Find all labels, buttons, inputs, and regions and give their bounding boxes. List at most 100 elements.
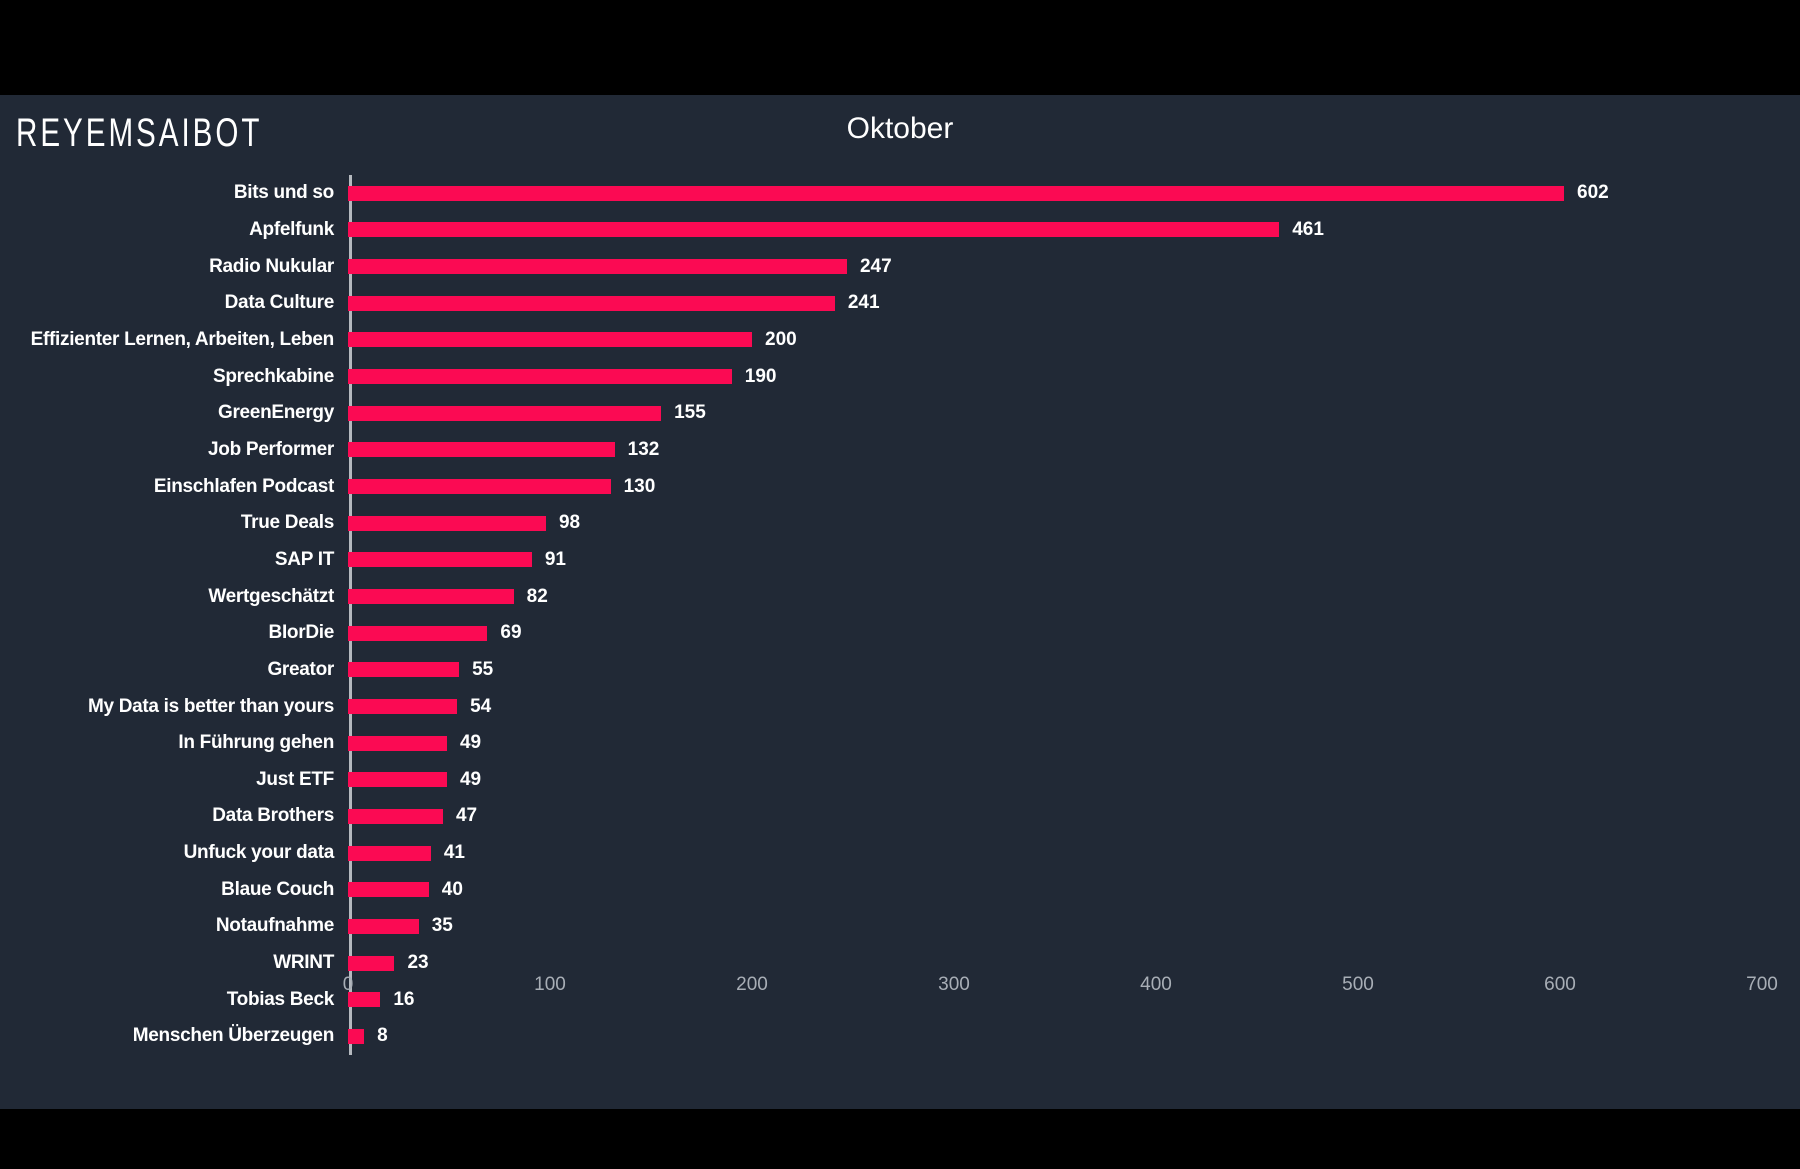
bar-row: Apfelfunk 461 [0,212,1800,249]
value-label: 49 [459,732,482,754]
bar[interactable] [348,259,847,275]
bar-track: 602 [348,182,1762,204]
bar-row: Wertgeschätzt 82 [0,578,1800,615]
x-tick-label: 100 [534,974,566,995]
bar[interactable] [348,1028,365,1044]
x-tick-label: 500 [1342,974,1374,995]
bar-track: 23 [348,952,1762,974]
value-label: 130 [623,475,656,497]
bar-row: In Führung gehen 49 [0,725,1800,762]
value-label: 8 [377,1025,388,1047]
bar-row: Blaue Couch 40 [0,871,1800,908]
bar-row: Greator 55 [0,652,1800,689]
value-label: 200 [765,328,797,350]
bar[interactable] [348,735,447,751]
bar-row: My Data is better than yours 54 [0,688,1800,725]
bar-row: Menschen Überzeugen 8 [0,1018,1800,1055]
category-label: Blaue Couch [221,878,334,900]
bar[interactable] [348,845,431,861]
bar[interactable] [348,918,419,934]
category-label: Notaufnahme [215,915,334,937]
bar-track: 35 [348,915,1762,937]
value-label: 91 [544,548,566,570]
bar[interactable] [348,808,443,824]
x-tick-label: 0 [342,974,354,995]
x-tick-label: 700 [1746,974,1778,995]
bar-track: 461 [348,219,1762,241]
bar[interactable] [348,625,488,641]
bar-rows: Bits und so 602 Apfelfunk 461 Radio Nuku… [0,175,1800,1055]
bar-row: Unfuck your data 41 [0,835,1800,872]
category-label: Sprechkabine [212,365,334,387]
bar-row: Effizienter Lernen, Arbeiten, Leben 200 [0,322,1800,359]
bar[interactable] [348,955,395,971]
bar-track: 41 [348,842,1762,864]
category-label: GreenEnergy [217,402,334,424]
bar-row: Job Performer 132 [0,432,1800,469]
category-label: True Deals [240,512,334,534]
value-label: 47 [455,805,478,827]
bar[interactable] [348,699,458,715]
bar[interactable] [348,369,732,385]
value-label: 82 [526,585,548,607]
bar-track: 49 [348,732,1762,754]
value-label: 55 [472,658,494,680]
bar-chart: Bits und so 602 Apfelfunk 461 Radio Nuku… [0,175,1800,1055]
bar[interactable] [348,772,447,788]
category-label: Radio Nukular [209,255,334,277]
value-label: 190 [744,365,777,387]
bar[interactable] [348,552,532,568]
bar[interactable] [348,295,835,311]
category-label: Tobias Beck [226,988,335,1010]
value-label: 49 [459,768,482,790]
category-label: Data Brothers [212,805,334,827]
x-tick-label: 200 [736,974,768,995]
bar[interactable] [348,222,1280,238]
bar-row: Data Brothers 47 [0,798,1800,835]
value-label: 247 [859,255,892,277]
value-label: 69 [500,622,522,644]
x-tick-label: 300 [938,974,970,995]
bar-row: Radio Nukular 247 [0,248,1800,285]
bar[interactable] [348,332,752,348]
bar[interactable] [348,662,460,678]
value-label: 98 [558,512,581,534]
bar[interactable] [348,405,662,421]
bar[interactable] [348,992,381,1008]
bar[interactable] [348,589,514,605]
category-label: Bits und so [233,182,334,204]
category-label: Apfelfunk [249,218,334,240]
value-label: 461 [1292,218,1324,240]
category-label: Greator [267,658,334,680]
category-label: Job Performer [208,438,334,460]
category-label: Unfuck your data [183,842,335,864]
bar[interactable] [348,185,1565,201]
category-label: My Data is better than yours [87,695,334,717]
bar[interactable] [348,882,429,898]
bar-track: 54 [348,696,1762,718]
value-label: 241 [847,292,880,314]
bar[interactable] [348,442,615,458]
x-tick-label: 400 [1140,974,1172,995]
bar-track: 247 [348,256,1762,278]
value-label: 155 [674,402,706,424]
bar-track: 200 [348,329,1762,351]
category-label: Data Culture [224,292,335,314]
bar-track: 132 [348,439,1762,461]
bar[interactable] [348,515,546,531]
chart-title: Oktober [846,112,954,145]
bar-row: Sprechkabine 190 [0,358,1800,395]
bar-track: 8 [348,1025,1762,1047]
bar[interactable] [348,479,611,495]
bar-track: 16 [348,989,1762,1011]
bar-track: 91 [348,549,1762,571]
bar-track: 155 [348,402,1762,424]
bar-row: Just ETF 49 [0,762,1800,799]
value-label: 35 [431,915,453,937]
bar-row: GreenEnergy 155 [0,395,1800,432]
bar-track: 47 [348,805,1762,827]
bar-row: Data Culture 241 [0,285,1800,322]
value-label: 132 [627,438,660,460]
category-label: SAP IT [274,548,334,570]
bar-row: Einschlafen Podcast 130 [0,468,1800,505]
